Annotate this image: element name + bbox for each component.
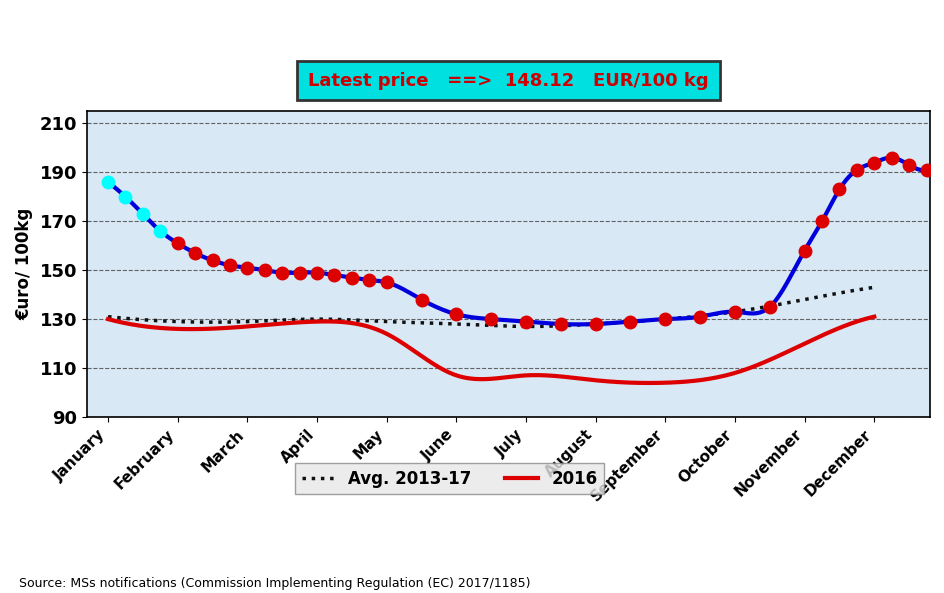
Legend: Avg. 2013-17, 2016: Avg. 2013-17, 2016 — [295, 463, 604, 494]
Text: Source: MSs notifications (Commission Implementing Regulation (EC) 2017/1185): Source: MSs notifications (Commission Im… — [19, 577, 530, 590]
Text: Latest price   ==>  148.12   EUR/100 kg: Latest price ==> 148.12 EUR/100 kg — [308, 72, 708, 90]
Y-axis label: €uro/ 100kg: €uro/ 100kg — [15, 208, 33, 320]
